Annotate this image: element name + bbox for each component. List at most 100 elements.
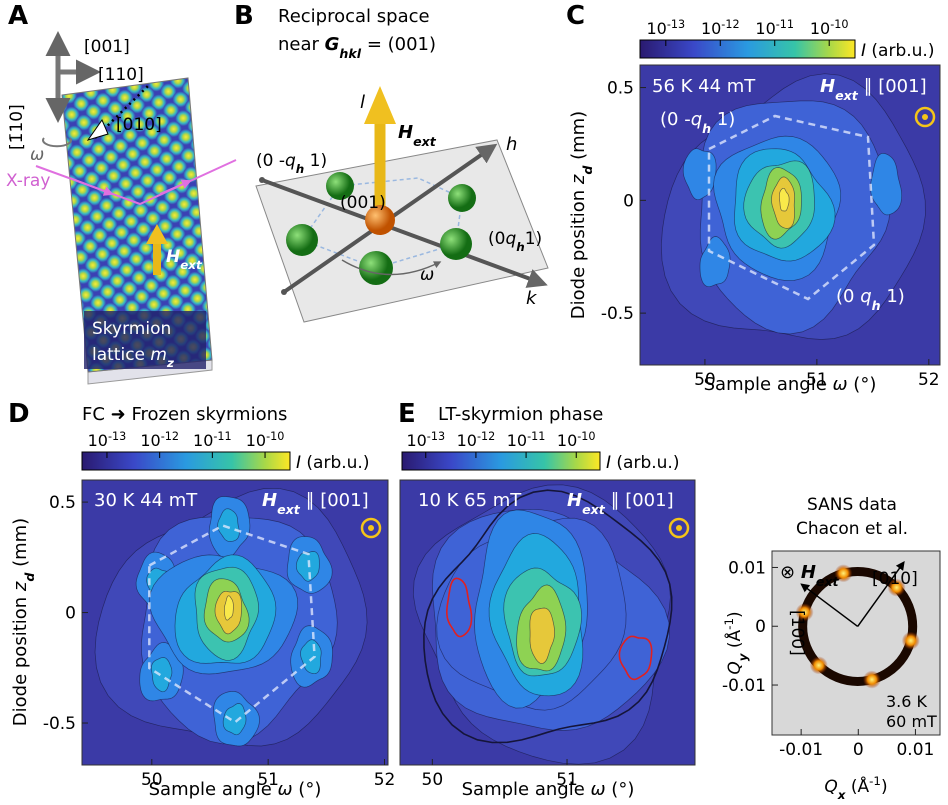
direction-label: [001] — [84, 37, 130, 57]
x-tick-label: -0.01 — [779, 740, 823, 760]
text-part: [110] — [98, 65, 144, 85]
colorbar-label: 10-12 — [140, 430, 179, 451]
y-tick-label: 0 — [755, 617, 766, 637]
text-part: q — [285, 151, 296, 171]
conditions: 30 K 44 mT — [94, 490, 198, 511]
plot-area — [400, 480, 695, 765]
text-part: Sample angle — [462, 779, 591, 800]
text-part: -11 — [776, 18, 794, 31]
text-part: Q — [725, 661, 745, 674]
sample-label: Skyrmion — [92, 319, 171, 339]
xray-label: X-ray — [6, 171, 50, 191]
text-part: near — [278, 34, 325, 55]
text-part: (arb.u.) — [611, 453, 679, 473]
text-part: -10 — [830, 18, 848, 31]
omega-label: ω — [420, 265, 434, 285]
text-part: = (001) — [361, 34, 436, 55]
axis-name: h — [506, 134, 517, 155]
bragg-peak — [359, 251, 393, 285]
omega-label: ω — [30, 145, 44, 165]
x-tick-label: 50 — [422, 770, 444, 790]
text-part: k — [526, 288, 538, 309]
x-tick-label: 52 — [374, 770, 396, 790]
axis-name: l — [360, 92, 365, 113]
colorbar-title: I (arb.u.) — [861, 41, 934, 61]
text-part: 10 K 65 mT — [418, 490, 522, 511]
axis-end — [281, 289, 287, 295]
text-part: 0 — [853, 740, 864, 760]
direction-label: [010] — [872, 569, 918, 589]
text-part: SANS data — [807, 495, 897, 515]
bragg-peak — [440, 228, 472, 260]
text-part: h — [702, 121, 711, 136]
x-axis-label: Sample angle ω (°) — [704, 374, 877, 395]
panel-title: SANS data — [807, 495, 897, 515]
text-part: -0.5 — [601, 304, 634, 324]
text-part: 0 — [65, 604, 76, 624]
panel-letter: A — [8, 1, 28, 31]
panel-title: FC ➜ Frozen skyrmions — [82, 404, 287, 425]
text-part: (0 — [836, 286, 860, 307]
axis-name: k — [526, 288, 538, 309]
panel-title: Reciprocal space — [278, 6, 430, 27]
text-part: (°) — [848, 374, 877, 395]
text-part: 50 — [422, 770, 444, 790]
y-tick-label: 0.5 — [607, 79, 634, 99]
text-part: (arb.u.) — [301, 453, 369, 473]
colorbar-label: 10-13 — [646, 18, 685, 39]
text-part: [010] — [872, 569, 918, 589]
text-part: ∥ [001] — [300, 490, 369, 511]
y-tick-label: -0.5 — [601, 304, 634, 324]
text-part: (0 - — [660, 109, 691, 130]
text-part: ext — [277, 502, 301, 517]
text-part: C — [566, 1, 585, 31]
text-part: ⊗ — [780, 562, 801, 583]
text-part: E — [398, 399, 416, 429]
text-part: ω — [833, 374, 848, 395]
text-part: -1 — [869, 774, 881, 788]
text-part: 10 — [810, 19, 830, 38]
text-part: H — [567, 490, 582, 511]
peak-label: (0 -qh 1) — [256, 151, 327, 176]
text-part: (0 — [488, 229, 505, 249]
plot-area — [82, 480, 388, 765]
text-part: Diode position — [568, 184, 589, 319]
sans-peak — [902, 632, 920, 650]
text-part: hkl — [339, 46, 361, 61]
text-part: 0.5 — [607, 79, 634, 99]
colorbar-label: 10-11 — [507, 430, 546, 451]
text-part: -10 — [266, 430, 284, 443]
colorbar-label: 10-11 — [755, 18, 794, 39]
y-axis-label: Diode position zd (mm) — [568, 111, 595, 319]
bragg-peak — [448, 184, 476, 212]
text-part: -12 — [161, 430, 179, 443]
text-part: Q — [824, 777, 837, 797]
text-part: ω — [591, 779, 606, 800]
text-part: -12 — [477, 430, 495, 443]
colorbar-label: 10-10 — [557, 430, 596, 451]
text-part: (arb.u.) — [866, 41, 934, 61]
text-part: [100] — [787, 610, 807, 656]
text-part: ∥ [001] — [605, 490, 674, 511]
text-part: (0 - — [256, 151, 285, 171]
panel-letter: B — [234, 1, 254, 31]
text-part: -11 — [527, 430, 545, 443]
text-part: 10 — [701, 19, 721, 38]
text-part: ext — [582, 502, 606, 517]
colorbar-label: 10-13 — [406, 430, 445, 451]
conditions: 3.6 K — [886, 692, 928, 711]
x-axis-label: Qx (Å-1) — [824, 774, 887, 802]
text-part: (mm) — [568, 111, 589, 166]
text-part: [001] — [84, 37, 130, 57]
text-part: 0.01 — [896, 740, 934, 760]
conditions: 56 K 44 mT — [652, 76, 756, 97]
x-tick-label: 0 — [853, 740, 864, 760]
colorbar — [640, 40, 855, 58]
text-part: z — [568, 174, 589, 185]
text-part: -0.5 — [43, 714, 76, 734]
text-part: -0.01 — [722, 676, 766, 696]
text-part: h — [506, 134, 517, 155]
text-part: 0 — [623, 191, 634, 211]
text-part: A — [8, 1, 28, 31]
y-tick-label: 0.01 — [728, 558, 766, 578]
